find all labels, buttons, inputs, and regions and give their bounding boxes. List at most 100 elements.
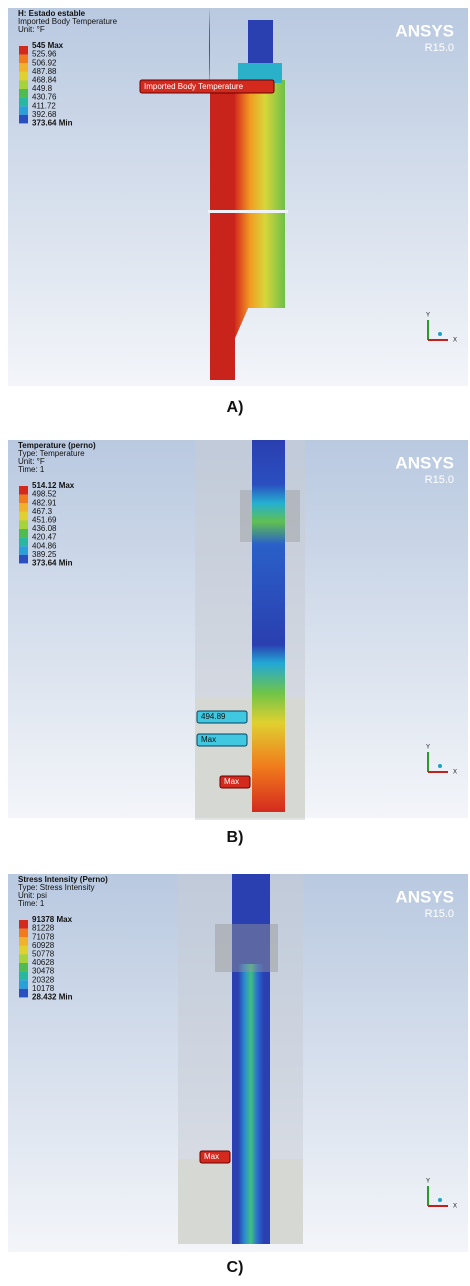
result-info: Time: 1 (18, 899, 45, 908)
legend-label: 411.72 (32, 101, 56, 110)
axis-z (438, 764, 442, 768)
legend-label: 40628 (32, 958, 55, 967)
legend-label: 373.64 Min (32, 559, 73, 568)
caption: A) (227, 399, 244, 416)
legend-swatch (19, 529, 28, 538)
legend-swatch (19, 937, 28, 946)
legend-label: 60928 (32, 941, 55, 950)
result-info: Imported Body Temperature (18, 17, 118, 26)
result-title: Temperature (perno) (18, 441, 96, 450)
legend-label: 525.96 (32, 50, 57, 59)
legend-label: 545 Max (32, 41, 64, 50)
version: R15.0 (425, 908, 454, 920)
axis-label: Y (426, 313, 430, 319)
callout-label: Imported Body Temperature (144, 82, 244, 91)
axis-label: Y (426, 1179, 430, 1185)
result-title: Stress Intensity (Perno) (18, 875, 108, 884)
panel: Max Stress Intensity (Perno)Type: Stress … (8, 874, 468, 1252)
legend-swatch (19, 97, 28, 107)
legend-swatch (19, 945, 28, 955)
axis-label: X (453, 770, 457, 776)
legend-swatch (19, 46, 28, 55)
legend-label: 30478 (32, 967, 55, 976)
brand: ANSYS (395, 453, 454, 472)
axis-label: X (453, 1204, 457, 1210)
legend-swatch (19, 971, 28, 981)
axis-label: Y (426, 745, 430, 751)
legend-label: 392.68 (32, 110, 57, 119)
callout (219, 775, 251, 789)
legend-label: 487.88 (32, 67, 57, 76)
legend-swatch (19, 963, 28, 972)
legend-swatch (19, 54, 28, 64)
legend-swatch (19, 546, 28, 555)
legend-swatch (19, 114, 28, 124)
callout (196, 710, 248, 724)
axis-z (438, 332, 442, 336)
result-info: Type: Temperature (18, 449, 85, 458)
result-info: Type: Stress Intensity (18, 883, 94, 892)
ring (238, 63, 282, 83)
callout-label: 494.89 (201, 712, 226, 721)
gap (208, 210, 288, 213)
version: R15.0 (425, 42, 454, 54)
legend-label: 514.12 Max (32, 481, 75, 490)
legend-label: 506.92 (32, 58, 57, 67)
bolt-core (238, 964, 264, 1244)
legend-label: 91378 Max (32, 915, 73, 924)
legend-label: 468.84 (32, 76, 57, 85)
callout (199, 1150, 231, 1164)
legend-swatch (19, 537, 28, 547)
legend-label: 81228 (32, 924, 55, 933)
collar (215, 924, 278, 972)
legend-label: 404.86 (32, 541, 57, 550)
axis-label: X (453, 338, 457, 344)
body (235, 80, 285, 338)
axis-z (438, 1198, 442, 1202)
callout-label: Max (204, 1152, 219, 1161)
legend-label: 50778 (32, 950, 55, 959)
legend-label: 482.91 (32, 498, 57, 507)
legend-swatch (19, 494, 28, 504)
legend-swatch (19, 980, 28, 989)
legend-label: 10178 (32, 984, 55, 993)
legend-label: 28.432 Min (32, 993, 73, 1002)
callout-label: Max (224, 777, 239, 786)
legend-swatch (19, 503, 28, 512)
legend-swatch (19, 63, 28, 72)
legend-label: 420.47 (32, 533, 57, 542)
legend-swatch (19, 554, 28, 564)
legend-label: 467.3 (32, 507, 53, 516)
legend-label: 373.64 Min (32, 119, 73, 128)
legend-label: 389.25 (32, 550, 57, 559)
brand: ANSYS (395, 887, 454, 906)
callout-label: Max (201, 735, 216, 744)
legend-swatch (19, 928, 28, 938)
legend-swatch (19, 988, 28, 998)
legend-label: 436.08 (32, 524, 57, 533)
result-info: Time: 1 (18, 465, 45, 474)
result-title: H: Estado estable (18, 9, 86, 18)
brand: ANSYS (395, 21, 454, 40)
caption: B) (227, 829, 244, 846)
legend-swatch (19, 954, 28, 963)
legend-label: 498.52 (32, 490, 57, 499)
result-info: Unit: psi (18, 891, 47, 900)
legend-swatch (19, 920, 28, 929)
panel: 494.89 Max Max Temperature (perno)Type: Tem… (8, 440, 468, 820)
bolt-top (248, 20, 273, 68)
legend-swatch (19, 486, 28, 495)
plate (209, 8, 285, 380)
callout (139, 79, 275, 94)
bolt (252, 440, 285, 812)
callout (196, 733, 248, 747)
legend-label: 449.8 (32, 84, 53, 93)
legend-label: 71078 (32, 932, 55, 941)
result-info: Unit: °F (18, 457, 45, 466)
caption: C) (227, 1259, 244, 1276)
version: R15.0 (425, 474, 454, 486)
legend-swatch (19, 106, 28, 115)
legend-swatch (19, 71, 28, 81)
